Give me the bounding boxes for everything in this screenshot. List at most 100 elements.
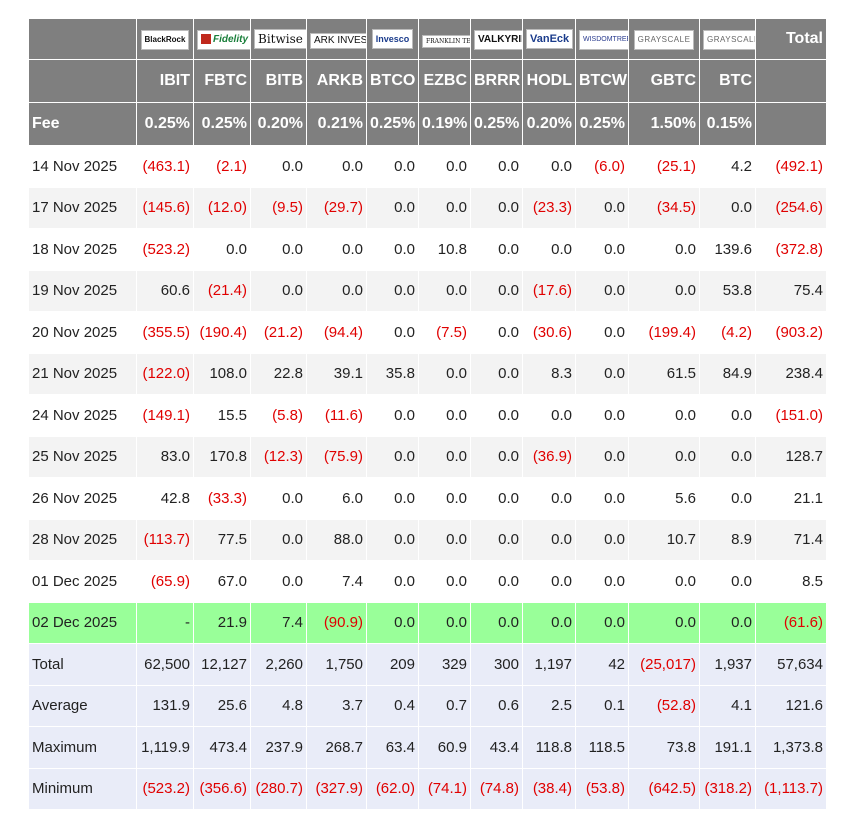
flow-cell: 0.0 [470,352,523,395]
flow-cell: 6.0 [306,477,367,520]
flow-cell: 0.0 [366,518,419,561]
stat-total: 57,634 [755,643,827,686]
franklin-templeton-logo: FRANKLIN TEMPLETON [418,18,471,60]
flow-cell: 0.0 [366,145,419,188]
flow-cell: 0.0 [366,601,419,644]
stat-row-total: Total 62,500 12,127 2,260 1,750 209 329 300 1,19… [28,643,827,686]
flow-cell: (75.9) [306,435,367,478]
row-date: 24 Nov 2025 [28,394,137,437]
stat-cell: 473.4 [193,726,251,769]
flow-cell: (11.6) [306,394,367,437]
valkyrie-logo: VALKYRIE [470,18,523,60]
stat-row-average: Average 131.9 25.6 4.8 3.7 0.4 0.7 0.6 2.5 0.1 (52… [28,684,827,727]
table-row: 21 Nov 2025 (122.0) 108.0 22.8 39.1 35.8 0.0 0.… [28,352,827,395]
stat-cell: 62,500 [136,643,194,686]
row-date: 17 Nov 2025 [28,186,137,229]
stat-cell: 1,750 [306,643,367,686]
flow-cell: 0.0 [628,435,700,478]
fee-row: Fee 0.25% 0.25% 0.20% 0.21% 0.25% 0.19% 0.25% 0.… [28,102,827,146]
stat-cell: (62.0) [366,767,419,810]
flow-cell: (29.7) [306,186,367,229]
flow-cell: 4.2 [699,145,756,188]
flow-cell: (33.3) [193,477,251,520]
stat-row-maximum: Maximum 1,119.9 473.4 237.9 268.7 63.4 60.9 43.… [28,726,827,769]
row-date: 14 Nov 2025 [28,145,137,188]
stat-cell: (356.6) [193,767,251,810]
row-total: 21.1 [755,477,827,520]
flow-cell: 0.0 [699,601,756,644]
stat-cell: 191.1 [699,726,756,769]
flow-cell: 0.0 [306,269,367,312]
row-total: (254.6) [755,186,827,229]
total-column-header: Total [755,18,827,60]
flow-cell: 0.0 [628,560,700,603]
flow-cell: 21.9 [193,601,251,644]
stat-cell: (38.4) [522,767,576,810]
table-row: 01 Dec 2025 (65.9) 67.0 0.0 7.4 0.0 0.0 0.0 0.0 0… [28,560,827,603]
table-row: 14 Nov 2025 (463.1) (2.1) 0.0 0.0 0.0 0.0 0.0 0.… [28,145,827,188]
ticker-row: IBIT FBTC BITB ARKB BTCO EZBC BRRR HODL BTCW GBTC… [28,59,827,103]
flow-cell: (17.6) [522,269,576,312]
flow-cell: 0.0 [699,435,756,478]
flow-cell: (2.1) [193,145,251,188]
stat-cell: 2.5 [522,684,576,727]
flow-cell: 53.8 [699,269,756,312]
flow-cell: 0.0 [470,435,523,478]
stat-cell: 43.4 [470,726,523,769]
ticker-gbtc: GBTC [628,59,700,103]
flow-cell: (149.1) [136,394,194,437]
flow-cell: 0.0 [628,394,700,437]
stat-cell: 300 [470,643,523,686]
flow-cell: 0.0 [522,601,576,644]
flow-cell: 60.6 [136,269,194,312]
flow-cell: 0.0 [522,145,576,188]
flow-cell: 0.0 [366,435,419,478]
stat-cell: 237.9 [250,726,307,769]
flow-cell: 0.0 [418,145,471,188]
flow-cell: (34.5) [628,186,700,229]
flow-cell: 0.0 [522,394,576,437]
stat-label: Maximum [28,726,137,769]
stat-cell: 329 [418,643,471,686]
flow-cell: (65.9) [136,560,194,603]
stat-label: Minimum [28,767,137,810]
flow-cell: 0.0 [366,394,419,437]
flow-cell: 8.9 [699,518,756,561]
flow-cell: 108.0 [193,352,251,395]
stat-cell: (74.8) [470,767,523,810]
fee-cell: 0.15% [699,102,756,146]
row-total: (492.1) [755,145,827,188]
row-total: (151.0) [755,394,827,437]
stat-cell: 73.8 [628,726,700,769]
flow-cell: 0.0 [366,269,419,312]
flow-cell: 10.8 [418,228,471,271]
flow-cell: 0.0 [470,269,523,312]
flow-cell: 61.5 [628,352,700,395]
row-total: (903.2) [755,311,827,354]
fee-cell: 0.19% [418,102,471,146]
fidelity-logo: Fidelity [193,18,251,60]
stat-cell: 131.9 [136,684,194,727]
fee-cell: 0.25% [366,102,419,146]
stat-total: 1,373.8 [755,726,827,769]
flow-cell: 0.0 [575,394,629,437]
flow-cell: 0.0 [470,477,523,520]
fee-cell: 0.20% [250,102,307,146]
flow-cell: 0.0 [250,145,307,188]
row-total: 75.4 [755,269,827,312]
flow-cell: (12.3) [250,435,307,478]
fee-label: Fee [28,102,137,146]
flow-cell: 0.0 [575,352,629,395]
flow-cell: (145.6) [136,186,194,229]
stat-cell: 0.1 [575,684,629,727]
row-total: 238.4 [755,352,827,395]
stat-cell: 60.9 [418,726,471,769]
flow-cell: 0.0 [470,145,523,188]
ticker-arkb: ARKB [306,59,367,103]
flow-cell: 0.0 [418,186,471,229]
flow-cell: 0.0 [522,560,576,603]
flow-cell: (94.4) [306,311,367,354]
wisdomtree-logo: WISDOMTREE [575,18,629,60]
flow-cell: (6.0) [575,145,629,188]
blackrock-logo: BlackRock [136,18,194,60]
